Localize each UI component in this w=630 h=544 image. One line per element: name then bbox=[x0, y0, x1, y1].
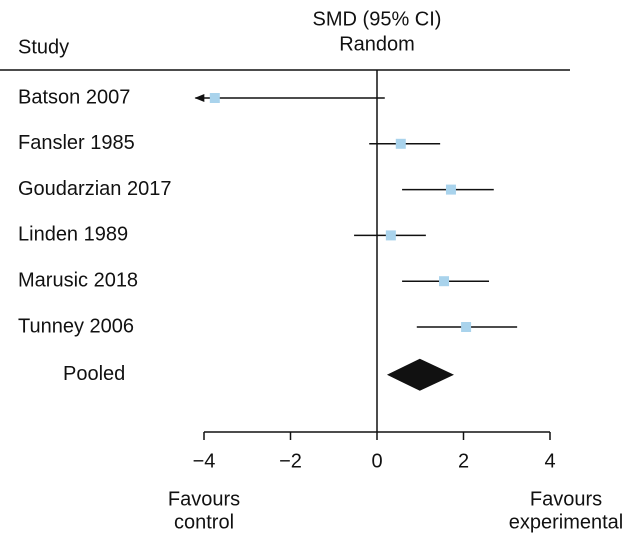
pooled-diamond bbox=[386, 358, 454, 391]
estimate-marker bbox=[395, 138, 406, 149]
study-name: Marusic 2018 bbox=[18, 269, 138, 291]
favours-left: control bbox=[174, 511, 234, 533]
model-label: Random bbox=[339, 33, 415, 55]
estimate-marker bbox=[445, 184, 456, 195]
estimate-marker bbox=[461, 322, 472, 332]
x-tick-label: 2 bbox=[458, 450, 469, 472]
pooled-name: Pooled bbox=[63, 363, 125, 385]
study-name: Tunney 2006 bbox=[18, 315, 134, 337]
measure-label: SMD (95% CI) bbox=[313, 8, 442, 30]
study-name: Linden 1989 bbox=[18, 224, 128, 246]
favours-right: Favours bbox=[530, 488, 602, 510]
favours-right: experimental bbox=[509, 511, 624, 533]
x-tick-label: −4 bbox=[193, 450, 216, 472]
x-tick-label: 0 bbox=[371, 450, 382, 472]
study-header: Study bbox=[18, 36, 69, 58]
estimate-marker bbox=[439, 276, 450, 287]
estimate-marker bbox=[385, 230, 396, 241]
x-tick-label: −2 bbox=[279, 450, 302, 472]
study-name: Fansler 1985 bbox=[18, 132, 135, 154]
favours-left: Favours bbox=[168, 488, 240, 510]
study-name: Goudarzian 2017 bbox=[18, 178, 171, 200]
x-tick-label: 4 bbox=[544, 450, 555, 472]
study-name: Batson 2007 bbox=[18, 86, 130, 108]
estimate-marker bbox=[209, 93, 220, 103]
